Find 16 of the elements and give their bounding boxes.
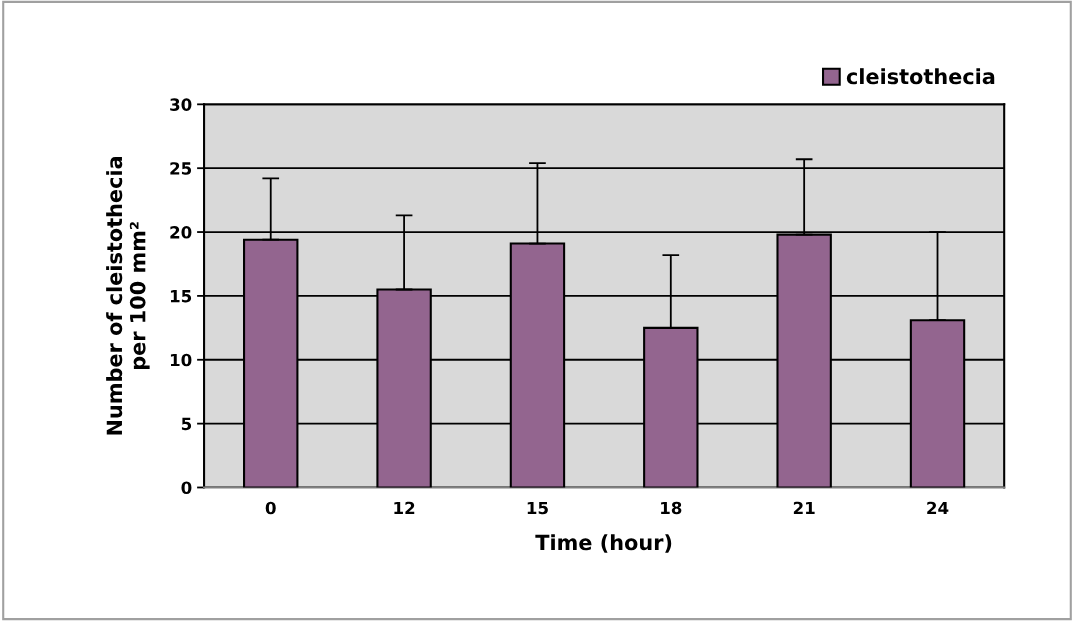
- legend-label: cleistothecia: [846, 68, 995, 85]
- y-tick-label: 20: [170, 226, 192, 239]
- y-tick-label: 5: [181, 417, 192, 431]
- x-tick-label: 12: [394, 501, 415, 515]
- x-tick-label: 18: [661, 501, 682, 515]
- y-tick-label: 30: [170, 98, 192, 111]
- y-tick-label: 0: [181, 481, 192, 495]
- x-axis-title: Time (hour): [535, 534, 672, 553]
- x-tick-label: 21: [793, 501, 815, 515]
- x-tick-label: 0: [265, 501, 276, 515]
- y-axis-title: Number of cleistothecia per 100 mm²: [106, 157, 150, 435]
- y-tick-label: 25: [170, 162, 192, 175]
- x-tick-label: 24: [927, 501, 949, 515]
- y-tick-label: 15: [170, 290, 192, 303]
- x-tick-label: 15: [527, 501, 548, 515]
- y-tick-label: 10: [170, 353, 192, 367]
